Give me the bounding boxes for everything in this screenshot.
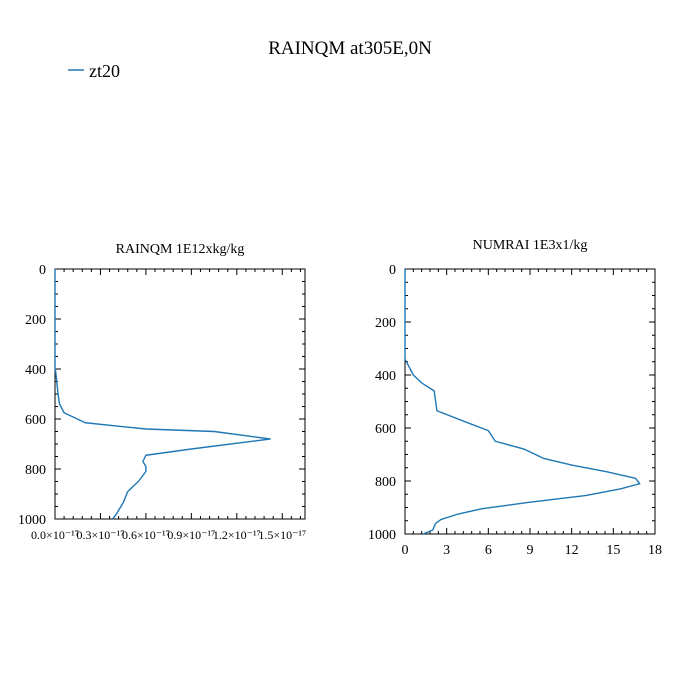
rainqm-series-zt20 bbox=[54, 269, 271, 520]
rainqm-xtick-label: 1.5×10⁻¹⁷ bbox=[258, 528, 306, 542]
numrai-ytick-label: 1000 bbox=[368, 528, 396, 543]
legend-label: zt20 bbox=[89, 61, 120, 81]
numrai-xtick-label: 6 bbox=[485, 543, 492, 558]
rainqm-ytick-label: 0 bbox=[39, 263, 46, 278]
numrai-frame bbox=[404, 268, 656, 535]
numrai-xtick-label: 18 bbox=[648, 543, 662, 558]
rainqm-panel: RAINQM 1E12xkg/kg 0 200 400 600 800 10000.0×10… bbox=[18, 242, 306, 542]
rainqm-xtick-label: 0.6×10⁻¹⁷ bbox=[122, 528, 170, 542]
numrai-ytick-label: 600 bbox=[375, 422, 396, 437]
rainqm-ytick-label: 600 bbox=[25, 413, 46, 428]
numrai-xtick-label: 0 bbox=[402, 543, 409, 558]
numrai-ytick-label: 400 bbox=[375, 369, 396, 384]
rainqm-xtick-label: 0.0×10⁻¹⁷ bbox=[31, 528, 79, 542]
numrai-xtick-label: 9 bbox=[527, 543, 534, 558]
rainqm-ytick-label: 800 bbox=[25, 463, 46, 478]
rainqm-ytick-label: 1000 bbox=[18, 513, 46, 528]
rainqm-xtick-label: 1.2×10⁻¹⁷ bbox=[213, 528, 261, 542]
rainqm-xtick-label: 0.9×10⁻¹⁷ bbox=[167, 528, 215, 542]
rainqm-ytick-label: 400 bbox=[25, 363, 46, 378]
numrai-xtick-label: 12 bbox=[565, 543, 579, 558]
legend: zt20 bbox=[68, 61, 120, 81]
numrai-ytick-label: 800 bbox=[375, 475, 396, 490]
rainqm-ytick-label: 200 bbox=[25, 313, 46, 328]
numrai-xtick-label: 3 bbox=[443, 543, 450, 558]
figure-title: RAINQM at305E,0N bbox=[268, 38, 432, 59]
numrai-title: NUMRAI 1E3x1/kg bbox=[473, 238, 588, 253]
rainqm-xtick-label: 0.3×10⁻¹⁷ bbox=[77, 528, 125, 542]
numrai-series-zt20 bbox=[404, 269, 641, 535]
numrai-xtick-label: 15 bbox=[606, 543, 620, 558]
rainqm-frame bbox=[54, 268, 306, 520]
numrai-ytick-label: 200 bbox=[375, 316, 396, 331]
numrai-panel: NUMRAI 1E3x1/kg 0 200 400 600 800 1000 0 3 6 9 12 15… bbox=[368, 238, 662, 558]
rainqm-title: RAINQM 1E12xkg/kg bbox=[116, 242, 245, 257]
numrai-ytick-label: 0 bbox=[389, 263, 396, 278]
